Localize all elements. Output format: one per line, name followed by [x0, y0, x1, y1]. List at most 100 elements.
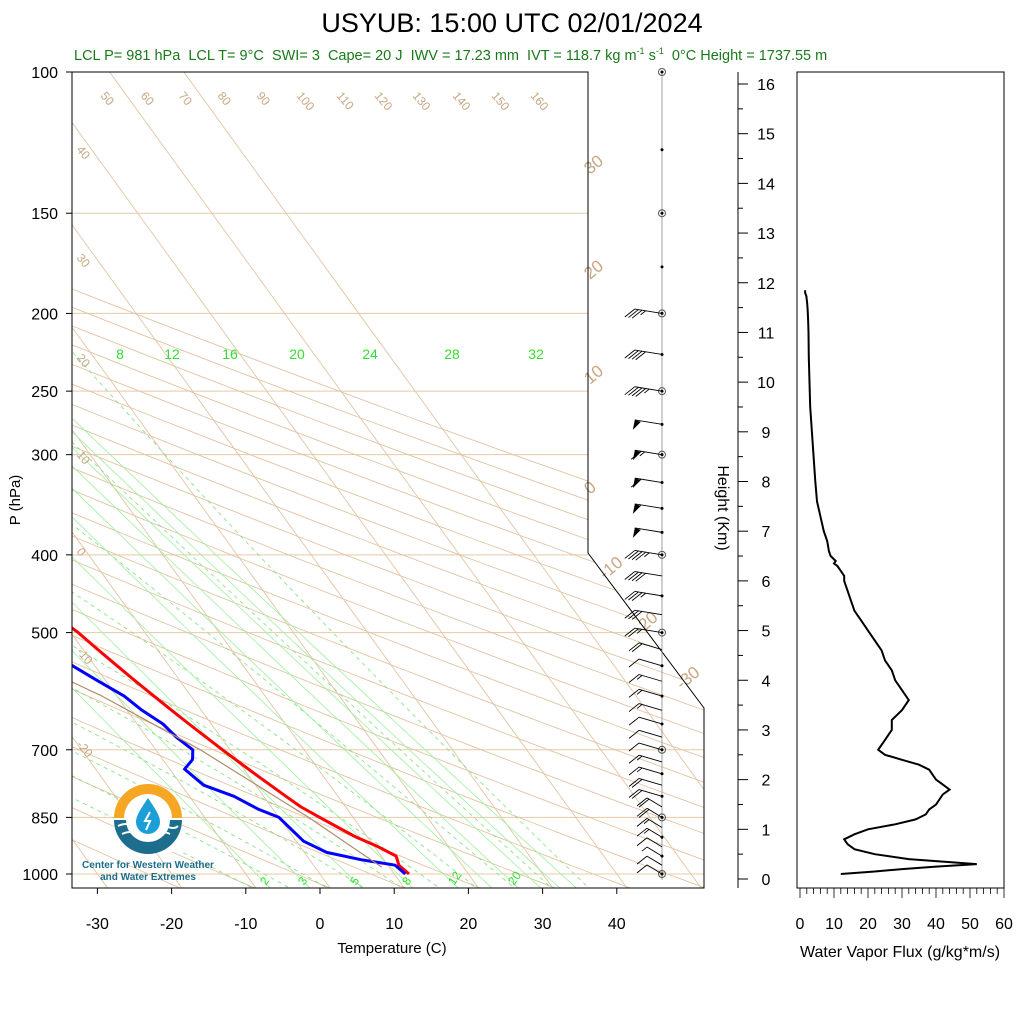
barb-half-feather [635, 504, 642, 510]
wind-barbs [624, 68, 666, 880]
dry-adiabat-label: 120 [372, 89, 396, 114]
barb-feather [636, 827, 648, 837]
dry-adiabat [72, 72, 488, 888]
moist-adiabat [72, 313, 407, 888]
height-axis-title: Height (Km) [714, 465, 731, 550]
mixing-ratio-label-top: 12 [164, 346, 180, 362]
dry-adiabat [72, 72, 563, 888]
mixing-ratio-label-top: 20 [289, 346, 305, 362]
barb-feather [636, 807, 648, 817]
x-tick-label: 0 [316, 916, 325, 933]
barb-feather [624, 627, 636, 637]
barb-feather [638, 809, 650, 818]
barb-feather [628, 674, 640, 683]
x-tick-label: -20 [160, 916, 183, 933]
isotherm-label-left: 40 [74, 143, 94, 162]
barb-feather [636, 797, 648, 807]
moist-adiabat [72, 313, 296, 888]
dry-adiabat [72, 72, 704, 888]
barb-shaft [638, 789, 663, 797]
barb-feather [624, 349, 636, 359]
barb-pennant [632, 419, 641, 430]
isotherm-label-right: 30 [580, 151, 607, 178]
level-dot [660, 148, 664, 152]
wind-barb [624, 590, 663, 601]
barb-half-feather [636, 689, 643, 695]
wind-barb [628, 742, 663, 752]
mixing-ratio-label-top: 8 [116, 346, 124, 362]
barb-shaft [638, 688, 663, 697]
wind-barb [632, 503, 663, 514]
mixing-ratio-label-bottom: 2 [257, 874, 272, 888]
dry-adiabat [72, 72, 704, 888]
x-tick-label: -30 [86, 916, 109, 933]
lcl-temperature: LCL T= 9°C [188, 47, 264, 64]
barb-half-feather [636, 628, 643, 634]
barb-feather [628, 309, 639, 318]
y-tick-label: 400 [31, 548, 58, 565]
wind-barb [624, 386, 663, 397]
isotherm-label-right: -10 [595, 553, 626, 583]
barb-half-feather [636, 755, 643, 761]
height-tick-label: 9 [762, 425, 771, 442]
wind-barb [628, 778, 663, 788]
barb-shaft [634, 571, 663, 577]
barb-feather [636, 837, 648, 847]
height-tick-label: 0 [762, 872, 771, 889]
barb-half-feather [643, 829, 650, 834]
mixing-ratio-line [72, 346, 314, 888]
station-marker [658, 450, 666, 459]
dry-adiabat [72, 72, 704, 888]
barb-shaft [638, 729, 663, 738]
dry-adiabat-label: 100 [294, 89, 318, 114]
station-marker [658, 309, 666, 318]
barb-feather [628, 610, 639, 620]
dry-adiabat [72, 72, 704, 888]
height-tick-label: 1 [762, 822, 771, 839]
barb-feather [635, 388, 646, 397]
mixing-ratio-line [72, 346, 496, 888]
barb-half-feather [639, 451, 646, 457]
wind-barb [628, 688, 663, 698]
dry-adiabat-label: 70 [176, 89, 196, 108]
height-tick-label: 15 [757, 127, 775, 144]
height-tick-label: 8 [762, 475, 771, 492]
barb-feather [631, 572, 643, 582]
barb-feather [635, 551, 646, 561]
barb-feather [635, 351, 646, 361]
barb-feather [630, 478, 642, 488]
mixing-ratio-line [72, 346, 523, 888]
y-tick-label: 850 [31, 810, 58, 827]
isotherm-label-right: -30 [672, 663, 703, 693]
barb-shaft [638, 766, 663, 775]
barb-shaft [634, 627, 663, 634]
mixing-ratio-line [72, 346, 366, 888]
height-tick-label: 4 [762, 673, 771, 690]
barb-shaft [638, 703, 663, 711]
wind-barb [636, 827, 663, 838]
mixing-ratio-label-top: 32 [528, 346, 544, 362]
barb-half-feather [644, 552, 650, 558]
barb-shaft [634, 349, 663, 355]
dry-adiabat [72, 72, 263, 888]
station-marker [658, 745, 666, 754]
cape-value: Cape= 20 J [327, 47, 403, 64]
dry-adiabat-label: 150 [489, 89, 513, 114]
station-marker [658, 209, 666, 218]
barb-feather [631, 309, 643, 319]
barb-shaft [638, 674, 663, 682]
mixing-ratio-line [72, 346, 274, 888]
level-dot [660, 265, 664, 269]
wind-barb [630, 477, 663, 489]
barb-half-feather [640, 310, 646, 316]
zero-c-height: 0°C Height = 1737.55 m [671, 47, 828, 64]
barb-feather [631, 592, 643, 601]
wind-barb [624, 308, 663, 319]
wind-barb [632, 527, 663, 538]
ivt-text: IVT = 118.7 kg m [527, 47, 637, 64]
y-tick-label: 200 [31, 306, 58, 323]
height-tick-label: 16 [757, 77, 775, 94]
barb-feather [636, 864, 648, 874]
barb-feather [624, 550, 636, 559]
